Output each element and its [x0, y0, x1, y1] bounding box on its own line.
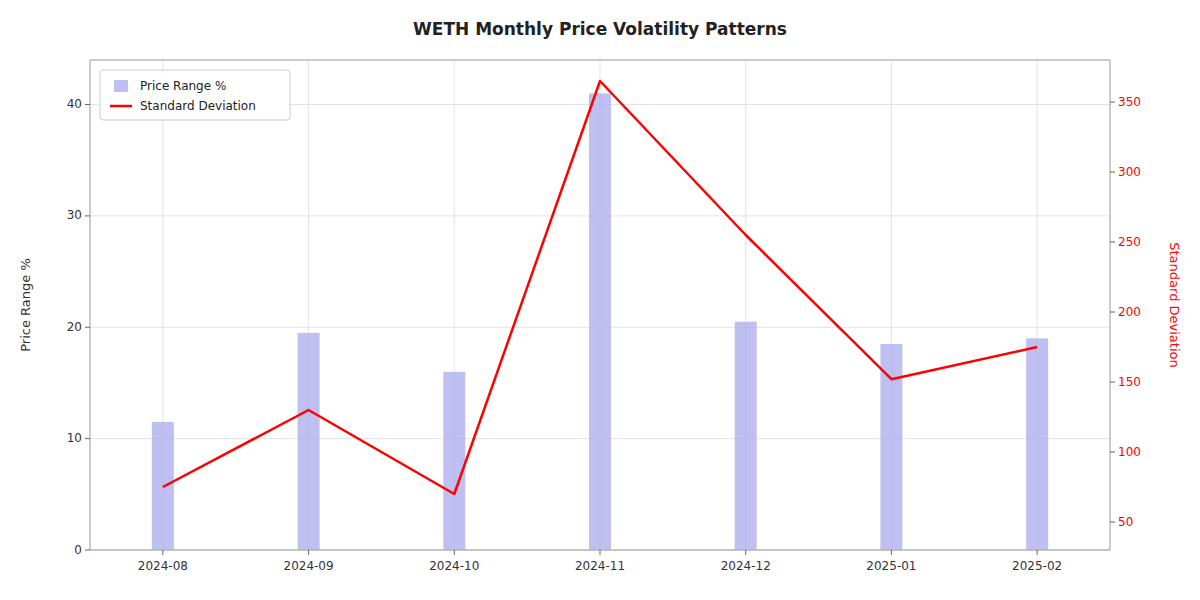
tick-y	[85, 215, 90, 216]
tick-x	[1037, 550, 1038, 555]
bar	[880, 344, 902, 550]
axis-label-y: Price Range %	[18, 258, 33, 352]
tick-y2	[1110, 172, 1115, 173]
tick-label-y: 0	[74, 543, 82, 557]
tick-label-y: 40	[67, 97, 82, 111]
grid	[90, 60, 1110, 550]
tick-label-y2: 350	[1118, 95, 1141, 109]
tick-label-x: 2025-01	[866, 559, 916, 573]
tick-label-y2: 150	[1118, 375, 1141, 389]
tick-x	[891, 550, 892, 555]
tick-label-x: 2025-02	[1012, 559, 1062, 573]
tick-label-y2: 50	[1118, 515, 1133, 529]
marks	[152, 81, 1048, 550]
tick-y2	[1110, 102, 1115, 103]
tick-y2	[1110, 382, 1115, 383]
chart: 0 10 20 30 40 50 100 150 200 250 300 350 2024-08 2024…	[0, 0, 1200, 600]
tick-y	[85, 438, 90, 439]
axis-label-y2: Standard Deviation	[1167, 242, 1182, 367]
tick-label-y2: 250	[1118, 235, 1141, 249]
title: WETH Monthly Price Volatility Patterns	[413, 19, 787, 39]
chart-container: 0 10 20 30 40 50 100 150 200 250 300 350 2024-08 2024…	[0, 0, 1200, 600]
tick-y	[85, 104, 90, 105]
legend: Price Range % Standard Deviation	[100, 70, 290, 120]
plot-frame	[90, 60, 1110, 550]
tick-label-x: 2024-10	[429, 559, 479, 573]
tick-label-x: 2024-11	[575, 559, 625, 573]
legend-box	[100, 70, 290, 120]
tick-y2	[1110, 452, 1115, 453]
tick-label-y2: 100	[1118, 445, 1141, 459]
tick-label-y: 20	[67, 320, 82, 334]
tick-y2	[1110, 242, 1115, 243]
tick-label-x: 2024-12	[721, 559, 771, 573]
tick-x	[745, 550, 746, 555]
bar	[443, 372, 465, 550]
tick-x	[308, 550, 309, 555]
legend-swatch	[114, 80, 128, 92]
tick-label-y: 30	[67, 208, 82, 222]
tick-label-y: 10	[67, 431, 82, 445]
legend-label: Price Range %	[140, 79, 226, 93]
legend-swatch	[110, 105, 132, 108]
line	[163, 81, 1037, 494]
legend-label: Standard Deviation	[140, 99, 256, 113]
tick-y	[85, 327, 90, 328]
tick-y	[85, 550, 90, 551]
bar	[735, 322, 757, 550]
tick-label-y2: 300	[1118, 165, 1141, 179]
tick-x	[454, 550, 455, 555]
tick-label-x: 2024-08	[138, 559, 188, 573]
bar	[298, 333, 320, 550]
axes: 0 10 20 30 40 50 100 150 200 250 300 350 2024-08 2024…	[67, 95, 1141, 574]
bar	[1026, 338, 1048, 550]
tick-x	[600, 550, 601, 555]
bar	[589, 93, 611, 550]
tick-label-x: 2024-09	[284, 559, 334, 573]
tick-x	[162, 550, 163, 555]
tick-label-y2: 200	[1118, 305, 1141, 319]
tick-y2	[1110, 522, 1115, 523]
tick-y2	[1110, 312, 1115, 313]
